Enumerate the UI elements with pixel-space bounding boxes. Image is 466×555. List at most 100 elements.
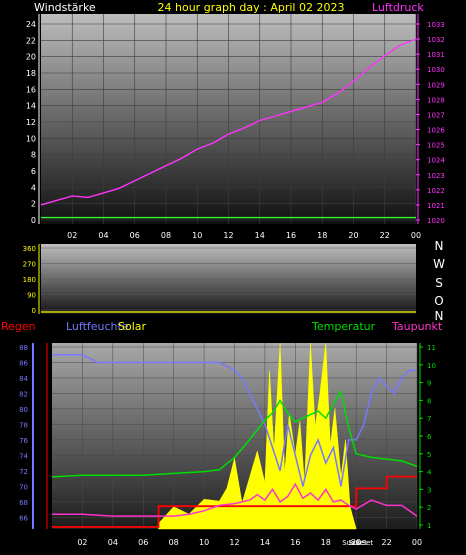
temperature-tick-label: 11	[427, 344, 436, 352]
pressure-tick-label: 1030	[427, 66, 445, 74]
direction-tick-label: 270	[23, 261, 36, 269]
wind-tick-label: 2	[31, 200, 36, 209]
temperature-axis: 1 2 3 4 5 6 7 8 9 10 11	[419, 343, 436, 530]
top-time-tick-label: 14	[255, 231, 265, 240]
humidity-tick-label: 86	[19, 359, 28, 367]
temperature-tick-label: 3	[427, 486, 431, 494]
temperature-tick-label: 10	[427, 362, 436, 370]
humidity-tick-label: 82	[19, 390, 28, 398]
direction-gridlines	[41, 247, 416, 311]
pressure-tick-label: 1025	[427, 142, 445, 150]
humidity-tick-label: 76	[19, 437, 28, 445]
luftfeuchte-title: Luftfeuchte	[66, 320, 129, 333]
regen-title: Regen	[1, 320, 36, 333]
humidity-line	[52, 353, 417, 487]
climate-time-tick-label: 06	[138, 538, 148, 547]
climate-gridlines	[52, 343, 418, 529]
direction-tick-label: 360	[23, 245, 36, 253]
climate-time-axis: 02 04 06 08 10 12 14 16 18 20 22 00	[77, 538, 422, 547]
temperature-tick-label: 8	[427, 397, 431, 405]
wind-tick-label: 18	[26, 69, 36, 78]
pressure-tick-label: 1023	[427, 172, 445, 180]
pressure-tick-label: 1022	[427, 187, 445, 195]
top-time-tick-label: 20	[348, 231, 358, 240]
temperature-tick-label: 5	[427, 451, 431, 459]
direction-label-o: O	[434, 294, 443, 308]
humidity-axis: 66 68 70 72 74 76 78 80 82 84 86 88	[19, 343, 34, 529]
pressure-line	[40, 38, 417, 206]
direction-tick-label: 180	[23, 276, 36, 284]
pressure-tick-label: 1027	[427, 111, 445, 119]
climate-time-tick-label: 08	[169, 538, 179, 547]
climate-time-tick-label: 20	[351, 538, 361, 547]
humidity-tick-label: 88	[19, 344, 28, 352]
top-time-tick-label: 04	[98, 231, 108, 240]
climate-time-tick-label: 02	[77, 538, 87, 547]
pressure-axis: 1020 1021 1022 1023 1024 1025 1026 1027 1028 1029…	[416, 14, 445, 225]
direction-axis: 0 90 180 270 360	[23, 244, 40, 315]
climate-time-tick-label: 18	[321, 538, 331, 547]
wind-tick-label: 4	[31, 183, 36, 192]
humidity-tick-label: 70	[19, 483, 28, 491]
top-gridlines	[41, 14, 417, 224]
rain-line	[52, 475, 417, 528]
wind-tick-label: 12	[26, 118, 36, 127]
pressure-tick-label: 1031	[427, 51, 445, 59]
pressure-title: Luftdruck	[372, 1, 424, 14]
climate-series	[51, 342, 418, 530]
pressure-tick-label: 1032	[427, 36, 445, 44]
climate-time-tick-label: 00	[412, 538, 422, 547]
climate-time-tick-label: 14	[260, 538, 270, 547]
wind-tick-label: 14	[26, 102, 36, 111]
humidity-tick-label: 66	[19, 514, 28, 522]
temperature-tick-label: 1	[427, 522, 431, 530]
climate-time-tick-label: 04	[108, 538, 118, 547]
humidity-tick-label: 74	[19, 452, 28, 460]
humidity-tick-label: 84	[19, 375, 28, 383]
wind-tick-label: 10	[26, 134, 36, 143]
pressure-tick-label: 1033	[427, 21, 445, 29]
temperature-tick-label: 6	[427, 433, 432, 441]
wind-strength-title: Windstärke	[34, 1, 96, 14]
pressure-tick-label: 1026	[427, 127, 445, 135]
pressure-tick-label: 1024	[427, 157, 445, 165]
temperature-tick-label: 7	[427, 415, 431, 423]
top-time-tick-label: 16	[286, 231, 296, 240]
humidity-tick-label: 68	[19, 499, 28, 507]
top-series	[40, 38, 417, 219]
top-time-tick-label: 22	[380, 231, 390, 240]
climate-time-tick-label: 16	[290, 538, 300, 547]
graph-title: 24 hour graph day : April 02 2023	[158, 1, 345, 14]
pressure-tick-label: 1028	[427, 96, 445, 104]
direction-label-n-bottom: N	[435, 309, 444, 323]
dewpoint-line	[52, 482, 418, 517]
climate-time-tick-label: 10	[199, 538, 209, 547]
top-time-axis: 02 04 06 08 10 12 14 16 18 20 22 00	[67, 231, 421, 240]
wind-tick-label: 0	[31, 216, 36, 225]
sunrise-label: SunSet	[342, 539, 367, 547]
temperature-tick-label: 2	[427, 504, 431, 512]
top-time-tick-label: 10	[192, 231, 202, 240]
temperature-tick-label: 4	[427, 469, 432, 477]
climate-time-tick-label: 22	[381, 538, 391, 547]
wind-tick-label: 6	[31, 167, 36, 176]
direction-tick-label: 90	[27, 292, 36, 300]
humidity-tick-label: 72	[19, 468, 28, 476]
sunset-label: SunSet	[348, 539, 373, 547]
direction-label-s: S	[435, 276, 443, 290]
pressure-tick-label: 1029	[427, 81, 445, 89]
top-time-tick-label: 12	[223, 231, 233, 240]
top-time-tick-label: 08	[161, 231, 171, 240]
direction-label-w: W	[433, 257, 445, 271]
temperatur-title: Temperatur	[311, 320, 376, 333]
direction-label-n-top: N	[435, 239, 444, 253]
taupunkt-title: Taupunkt	[391, 320, 443, 333]
wind-tick-label: 22	[26, 36, 36, 45]
temperature-tick-label: 9	[427, 380, 431, 388]
top-time-tick-label: 06	[130, 231, 140, 240]
temperature-line	[51, 389, 418, 478]
wind-tick-label: 24	[26, 20, 36, 29]
top-time-tick-label: 00	[411, 231, 421, 240]
